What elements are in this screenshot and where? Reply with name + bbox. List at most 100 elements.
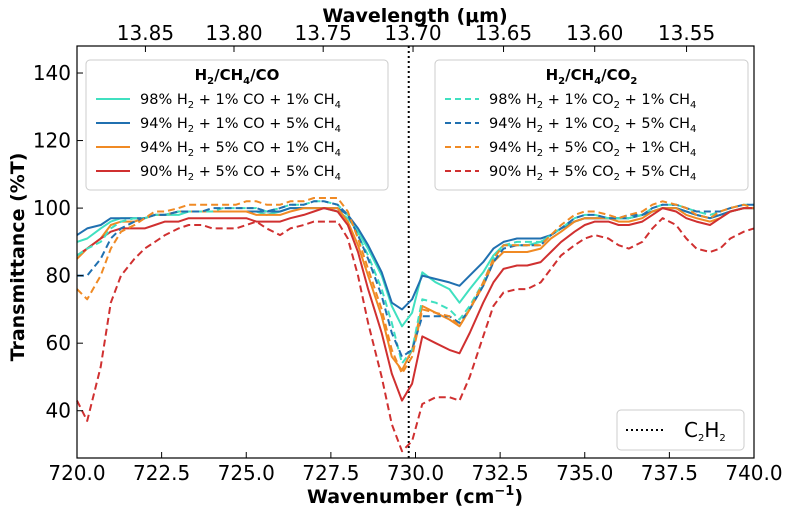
y-axis-title: Transmittance (%T) <box>7 153 29 362</box>
x-axis-title-sup: −1 <box>494 484 514 499</box>
legend-label-sub: 2 <box>537 100 543 111</box>
legend-label-part: 94% H <box>140 140 188 156</box>
legend-label: 90% H2 + 5% CO2 + 5% CH4 <box>489 164 696 183</box>
legend-label-sub: 2 <box>614 100 620 111</box>
series-layer <box>76 197 755 453</box>
top-axis-title: Wavelength (μm) <box>322 5 507 27</box>
x-tick-label: 722.5 <box>133 461 190 485</box>
legend-label-sub: 2 <box>630 76 637 87</box>
top-tick-label: 13.60 <box>566 21 623 45</box>
legend-label-sub: 2 <box>614 148 620 159</box>
legend-label-sub: 2 <box>698 433 704 444</box>
legend-label-part: 90% H <box>489 164 537 180</box>
legend-label-sub: 4 <box>335 100 341 111</box>
y-tick-label: 40 <box>46 399 71 423</box>
legend-label-part: /CH <box>565 66 594 84</box>
legend-label-part: H <box>546 66 559 84</box>
legend-label-part: 94% H <box>489 116 537 132</box>
legend-label: 94% H2 + 5% CO + 1% CH4 <box>140 140 341 159</box>
legend-label-sub: 4 <box>335 172 341 183</box>
x-tick-label: 740.0 <box>725 461 782 485</box>
legend-label-sub: 2 <box>188 124 194 135</box>
legend-label-part: H <box>704 418 719 442</box>
series-line-1 <box>76 207 754 328</box>
legend-label-sub: 4 <box>690 124 696 135</box>
legend-label-sub: 2 <box>188 172 194 183</box>
legend-label-part: 90% H <box>140 164 188 180</box>
legend-label-part: /CO <box>250 66 279 84</box>
x-axis-title: Wavenumber (cm−1) <box>307 484 523 508</box>
top-tick-label: 13.65 <box>475 21 532 45</box>
legend-box <box>85 59 389 191</box>
legend-label: 94% H2 + 1% CO2 + 5% CH4 <box>489 116 696 135</box>
series-line-8 <box>76 217 755 453</box>
legend-label-sub: 4 <box>690 100 696 111</box>
legend-label: C2H2 <box>684 418 726 444</box>
legend-label-sub: 2 <box>207 76 214 87</box>
top-tick-label: 13.80 <box>205 21 262 45</box>
legend-label-part: 98% H <box>489 92 537 108</box>
legend-label: 98% H2 + 1% CO2 + 1% CH4 <box>489 92 696 111</box>
legend-label: 98% H2 + 1% CO + 1% CH4 <box>140 92 341 111</box>
legend-label-sub: 4 <box>690 172 696 183</box>
y-tick-label: 100 <box>33 196 71 220</box>
legend-label-part: 94% H <box>489 140 537 156</box>
legend-label-sub: 2 <box>719 433 725 444</box>
legend-label-sub: 2 <box>537 172 543 183</box>
legend-label-part: + 1% CH <box>620 92 690 108</box>
legend-label-part: + 1% CO + 5% CH <box>194 116 335 132</box>
legend-label-sub: 2 <box>537 124 543 135</box>
legend-label-part: + 1% CO <box>543 92 614 108</box>
y-tick-label: 120 <box>33 129 71 153</box>
y-tick-label: 140 <box>33 61 71 85</box>
legend-label-sub: 4 <box>594 76 601 87</box>
legend-label-sub: 2 <box>614 124 620 135</box>
legend-label-part: 94% H <box>140 116 188 132</box>
legend-label-part: C <box>684 418 698 442</box>
x-tick-label: 735.0 <box>556 461 613 485</box>
legend-label-sub: 2 <box>614 172 620 183</box>
x-tick-label: 727.5 <box>302 461 359 485</box>
x-axis-title-end: ) <box>514 486 523 508</box>
legend-label-part: + 5% CH <box>620 164 690 180</box>
top-tick-label: 13.55 <box>658 21 715 45</box>
tick-layer: 720.0 722.5 725.0 727.5 730.0 732.5 735.0 737.5… <box>33 21 783 485</box>
legend-label-sub: 4 <box>335 124 341 135</box>
legend-label-part: + 1% CH <box>620 140 690 156</box>
legend-label: 94% H2 + 5% CO2 + 1% CH4 <box>489 140 696 159</box>
legend-label-part: + 1% CO + 1% CH <box>194 92 335 108</box>
legend-label-part: 98% H <box>140 92 188 108</box>
legend-label: 94% H2 + 1% CO + 5% CH4 <box>140 116 341 135</box>
legend-label: 90% H2 + 5% CO + 5% CH4 <box>140 164 341 183</box>
top-tick-label: 13.85 <box>117 21 174 45</box>
series-line-4 <box>76 207 754 402</box>
legend-label-sub: 4 <box>690 148 696 159</box>
legend-label-part: + 5% CH <box>620 116 690 132</box>
series-line-7 <box>76 197 755 375</box>
legend-label-part: + 5% CO <box>543 140 614 156</box>
y-tick-label: 80 <box>46 264 71 288</box>
legend-label-part: + 1% CO <box>543 116 614 132</box>
legend-label-sub: 2 <box>188 148 194 159</box>
legend-label-sub: 4 <box>335 148 341 159</box>
legend-box <box>434 59 749 191</box>
x-tick-label: 737.5 <box>641 461 698 485</box>
x-tick-label: 730.0 <box>387 461 444 485</box>
legend-label-part: + 5% CO + 5% CH <box>194 164 335 180</box>
legend-c2h2: C2H2 <box>616 409 745 451</box>
legend-label-part: + 5% CO + 1% CH <box>194 140 335 156</box>
x-axis-title-main: Wavenumber (cm <box>307 486 494 508</box>
x-tick-label: 720.0 <box>48 461 105 485</box>
legend-label-sub: 4 <box>243 76 250 87</box>
series-line-6 <box>77 200 754 358</box>
x-tick-label: 725.0 <box>218 461 275 485</box>
legend-label-sub: 2 <box>188 100 194 111</box>
legend-label-part: + 5% CO <box>543 164 614 180</box>
series-line-2 <box>76 207 754 311</box>
x-tick-label: 732.5 <box>471 461 528 485</box>
legend-box <box>616 409 745 451</box>
legend-label-sub: 2 <box>537 148 543 159</box>
